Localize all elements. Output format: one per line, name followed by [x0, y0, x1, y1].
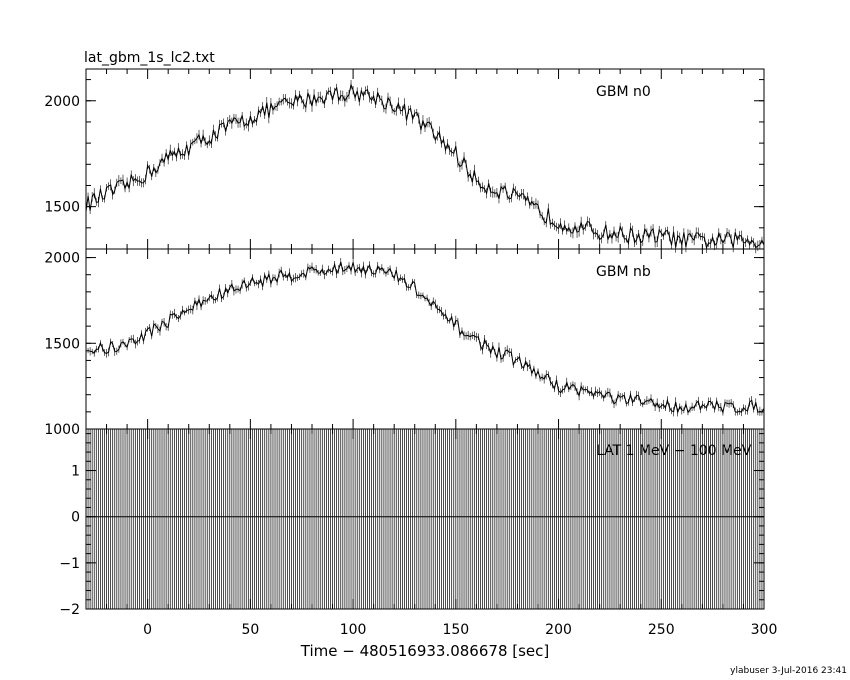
panel-gbm-n0: 1500 2000 GBM n0	[44, 68, 765, 254]
light-curve-line	[85, 261, 765, 415]
y-tick-label: 1000	[44, 422, 80, 438]
panel-lat-x-ticks	[85, 429, 765, 609]
x-tick-label: 250	[648, 622, 675, 638]
y-tick-label: 1	[71, 464, 80, 480]
panel-gbm-n0-label: GBM n0	[596, 84, 651, 100]
chart-title: lat_gbm_1s_lc2.txt	[84, 50, 215, 66]
panel-gbm-nb-frame	[85, 248, 765, 430]
light-curve-line	[85, 82, 765, 250]
panel-gbm-nb-y-ticks: 1000 1500 2000	[44, 251, 764, 438]
x-tick-labels: 0 50 100 150 200 250 300	[143, 622, 777, 638]
y-tick-label: 0	[71, 510, 80, 526]
panel-gbm-n0-series	[85, 80, 765, 254]
y-tick-label: −1	[59, 556, 80, 572]
y-tick-label: 2000	[44, 251, 80, 267]
y-tick-label: 1500	[44, 200, 80, 216]
panel-lat-label: LAT 1 MeV − 100 MeV	[596, 443, 752, 459]
y-tick-label: 1500	[44, 336, 80, 352]
y-tick-label: 2000	[44, 94, 80, 110]
x-axis-label: Time − 480516933.086678 [sec]	[300, 642, 550, 660]
panel-gbm-nb: 1000 1500 2000 GBM nb	[44, 248, 765, 438]
panel-lat: −2 −1 0 1 LAT 1 MeV − 100 MeV	[59, 428, 765, 618]
panel-gbm-n0-x-ticks	[85, 69, 765, 249]
footer-user-date: ylabuser 3-Jul-2016 23:41	[730, 666, 847, 676]
panel-gbm-nb-x-ticks	[85, 249, 765, 429]
x-tick-label: 50	[241, 622, 259, 638]
x-tick-label: 200	[545, 622, 572, 638]
panel-lat-y-ticks: −2 −1 0 1	[59, 433, 764, 618]
panel-gbm-nb-series	[85, 257, 765, 417]
panel-gbm-n0-frame	[85, 68, 765, 250]
x-tick-label: 150	[442, 622, 469, 638]
x-tick-label: 300	[751, 622, 778, 638]
y-tick-label: −2	[59, 602, 80, 618]
panel-lat-frame	[85, 428, 765, 610]
x-tick-label: 0	[143, 622, 152, 638]
x-tick-label: 100	[340, 622, 367, 638]
panel-gbm-nb-label: GBM nb	[596, 264, 651, 280]
panel-gbm-n0-y-ticks: 1500 2000	[44, 79, 764, 250]
